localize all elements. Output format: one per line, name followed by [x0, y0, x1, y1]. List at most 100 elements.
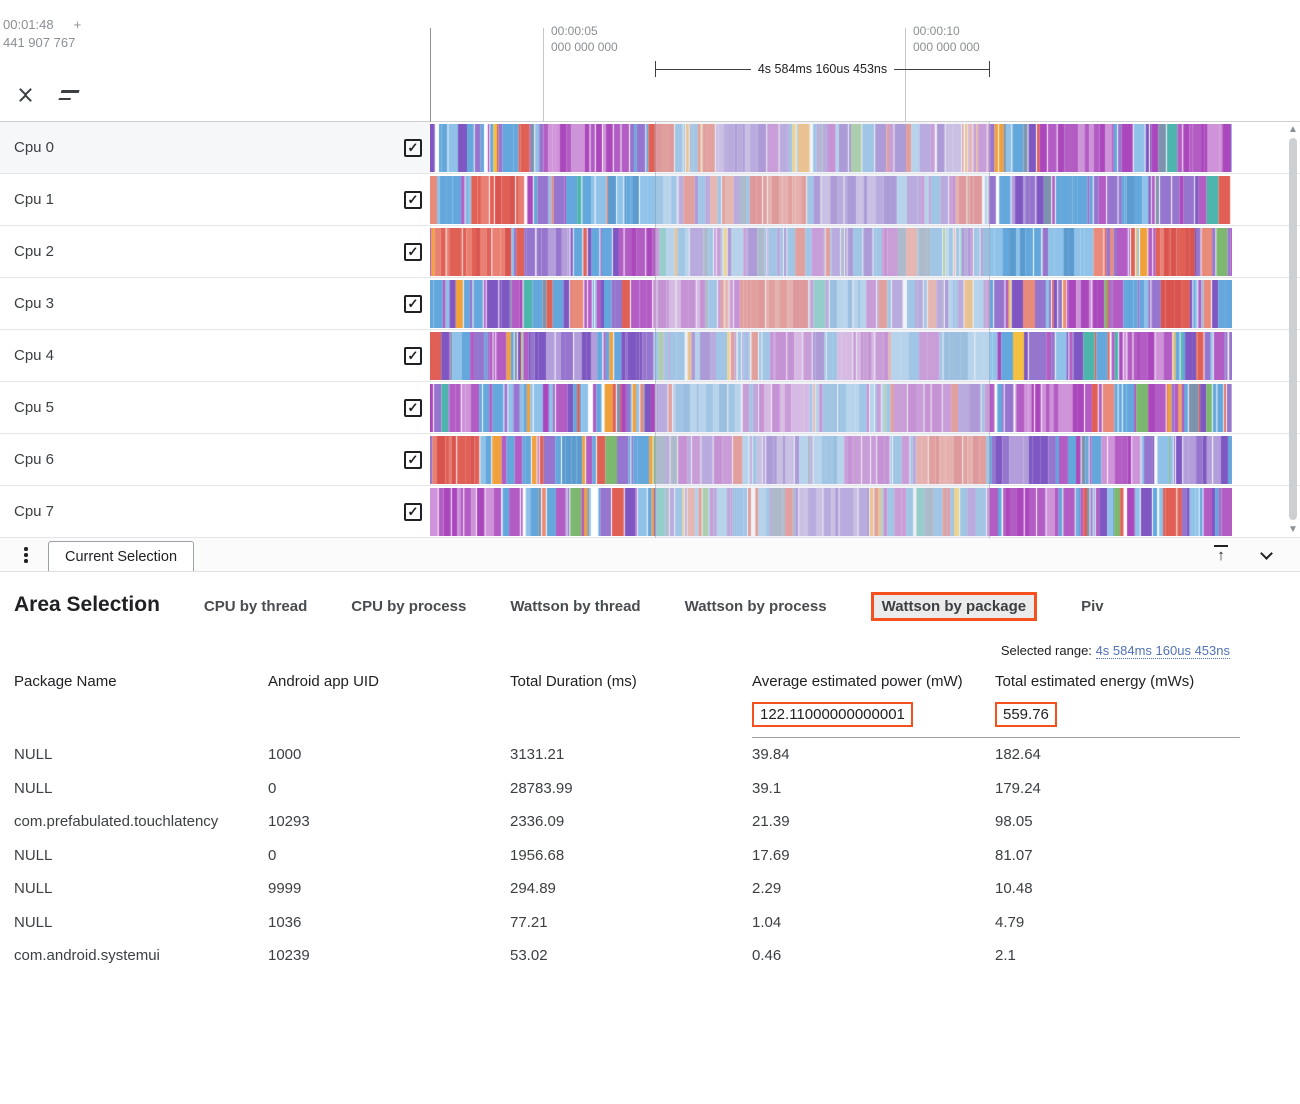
track-rows: Cpu 0 ✓ Cpu 1 ✓ Cpu 2 ✓ Cpu 3 ✓ Cpu 4 ✓ Cpu 5 ✓ Cpu …	[0, 122, 1300, 538]
track-shell[interactable]: Cpu 6 ✓	[0, 434, 430, 485]
table-cell: 1000	[268, 746, 302, 764]
track-name: Cpu 6	[14, 451, 55, 468]
col-header-total-duration: Total Duration (ms)	[510, 673, 637, 690]
track-timeline[interactable]	[430, 227, 1232, 276]
cpu-sched-slices-canvas[interactable]	[430, 487, 1232, 536]
agg-tab-wattson-by-process[interactable]: Wattson by process	[684, 598, 827, 615]
summary-avg-power-cell: 122.11000000000001	[752, 694, 995, 739]
track-shell[interactable]: Cpu 3 ✓	[0, 278, 430, 329]
cpu-sched-slices-canvas[interactable]	[430, 383, 1232, 432]
track-row: Cpu 4 ✓	[0, 330, 1300, 382]
track-row: Cpu 7 ✓	[0, 486, 1300, 538]
agg-tab-wattson-by-package[interactable]: Wattson by package	[870, 592, 1038, 621]
chevron-up-icon	[18, 94, 32, 107]
sort-bars-icon	[58, 89, 80, 101]
summary-empty	[14, 694, 268, 728]
table-cell: 21.39	[752, 813, 790, 831]
timeline-ruler[interactable]: 00:01:48 + 441 907 767 00:00:05 000 000 00…	[0, 0, 1300, 122]
track-checkbox[interactable]: ✓	[404, 346, 422, 365]
scroll-down-arrow-icon[interactable]: ▼	[1288, 524, 1298, 535]
track-checkbox[interactable]: ✓	[404, 242, 422, 261]
table-cell: 179.24	[995, 779, 1041, 797]
track-shell[interactable]: Cpu 1 ✓	[0, 174, 430, 225]
table-cell: 3131.21	[510, 746, 565, 764]
track-name: Cpu 0	[14, 139, 55, 156]
table-cell: 10293	[268, 813, 310, 831]
track-checkbox[interactable]: ✓	[404, 450, 422, 469]
table-cell: 1036	[268, 913, 302, 931]
track-timeline[interactable]	[430, 123, 1232, 172]
selected-range-value[interactable]: 4s 584ms 160us 453ns	[1095, 643, 1230, 659]
agg-tab-piv[interactable]: Piv	[1081, 598, 1104, 615]
table-cell: com.prefabulated.touchlatency	[14, 813, 219, 831]
track-checkbox[interactable]: ✓	[404, 398, 422, 417]
area-selection-panel: Area Selection CPU by thread CPU by proce…	[0, 572, 1300, 973]
table-cell: 2336.09	[510, 813, 565, 831]
collapse-tracks-icon[interactable]	[12, 82, 38, 108]
table-cell: 0	[268, 846, 277, 864]
cursor-ns: 441 907 767	[3, 34, 76, 50]
table-cell: 294.89	[510, 880, 556, 898]
cursor-plus: +	[73, 17, 82, 32]
cpu-sched-slices-canvas[interactable]	[430, 279, 1232, 328]
agg-tab-cpu-by-thread[interactable]: CPU by thread	[203, 598, 308, 615]
agg-tab-wattson-by-thread[interactable]: Wattson by thread	[510, 598, 641, 615]
track-checkbox[interactable]: ✓	[404, 190, 422, 209]
track-shell[interactable]: Cpu 2 ✓	[0, 226, 430, 277]
wattson-package-table: Package Name Android app UID Total Durat…	[14, 664, 1286, 973]
track-shell[interactable]: Cpu 0 ✓	[0, 122, 430, 173]
track-shell[interactable]: Cpu 4 ✓	[0, 330, 430, 381]
table-cell: 39.84	[752, 746, 790, 764]
track-timeline[interactable]	[430, 435, 1232, 484]
track-area: Cpu 0 ✓ Cpu 1 ✓ Cpu 2 ✓ Cpu 3 ✓ Cpu 4 ✓ Cpu 5 ✓ Cpu …	[0, 122, 1300, 538]
track-timeline[interactable]	[430, 383, 1232, 432]
cpu-sched-slices-canvas[interactable]	[430, 331, 1232, 380]
table-cell: 182.64	[995, 746, 1041, 764]
panel-menu-kebab-icon[interactable]	[16, 545, 36, 565]
track-timeline[interactable]	[430, 175, 1232, 224]
scroll-up-arrow-icon[interactable]: ▲	[1288, 124, 1298, 135]
track-shell[interactable]: Cpu 5 ✓	[0, 382, 430, 433]
track-checkbox[interactable]: ✓	[404, 502, 422, 521]
vertical-scrollbar[interactable]: ▲ ▼	[1286, 122, 1300, 538]
sort-tracks-icon[interactable]	[56, 82, 82, 108]
table-cell: 1956.68	[510, 846, 565, 864]
track-shell[interactable]: Cpu 7 ✓	[0, 486, 430, 537]
col-header-android-uid: Android app UID	[268, 673, 379, 690]
table-cell: 2.1	[995, 947, 1016, 965]
table-cell: com.android.systemui	[14, 947, 160, 965]
scrollbar-thumb[interactable]	[1289, 138, 1297, 520]
cursor-time-readout: 00:01:48 + 441 907 767	[3, 16, 81, 51]
track-name: Cpu 2	[14, 243, 55, 260]
track-row: Cpu 5 ✓	[0, 382, 1300, 434]
track-timeline[interactable]	[430, 487, 1232, 536]
tab-current-selection[interactable]: Current Selection	[48, 541, 195, 571]
track-checkbox[interactable]: ✓	[404, 138, 422, 157]
track-name: Cpu 7	[14, 503, 55, 520]
table-cell: 1.04	[752, 913, 782, 931]
track-row: Cpu 0 ✓	[0, 122, 1300, 174]
cpu-sched-slices-canvas[interactable]	[430, 435, 1232, 484]
track-timeline[interactable]	[430, 331, 1232, 380]
cpu-sched-slices-canvas[interactable]	[430, 227, 1232, 276]
table-cell: 10.48	[995, 880, 1033, 898]
summary-total-energy-cell: 559.76	[995, 694, 1240, 739]
agg-tab-cpu-by-process[interactable]: CPU by process	[351, 598, 467, 615]
track-name: Cpu 1	[14, 191, 55, 208]
cpu-sched-slices-canvas[interactable]	[430, 123, 1232, 172]
tick-label-5s: 00:00:05 000 000 000	[551, 24, 618, 54]
details-panel-tabbar: Current Selection ↑	[0, 538, 1300, 572]
selection-duration-label: 4s 584ms 160us 453ns	[750, 62, 895, 76]
panel-title: Area Selection	[14, 593, 160, 616]
cpu-sched-slices-canvas[interactable]	[430, 175, 1232, 224]
table-cell: NULL	[14, 846, 53, 864]
collapse-panel-icon[interactable]	[1256, 544, 1276, 564]
track-row: Cpu 1 ✓	[0, 174, 1300, 226]
expand-panel-to-top-icon[interactable]: ↑	[1212, 544, 1230, 564]
track-name: Cpu 5	[14, 399, 55, 416]
summary-empty	[268, 694, 510, 728]
table-cell: 39.1	[752, 779, 782, 797]
track-timeline[interactable]	[430, 279, 1232, 328]
table-cell: 0.46	[752, 947, 782, 965]
track-checkbox[interactable]: ✓	[404, 294, 422, 313]
